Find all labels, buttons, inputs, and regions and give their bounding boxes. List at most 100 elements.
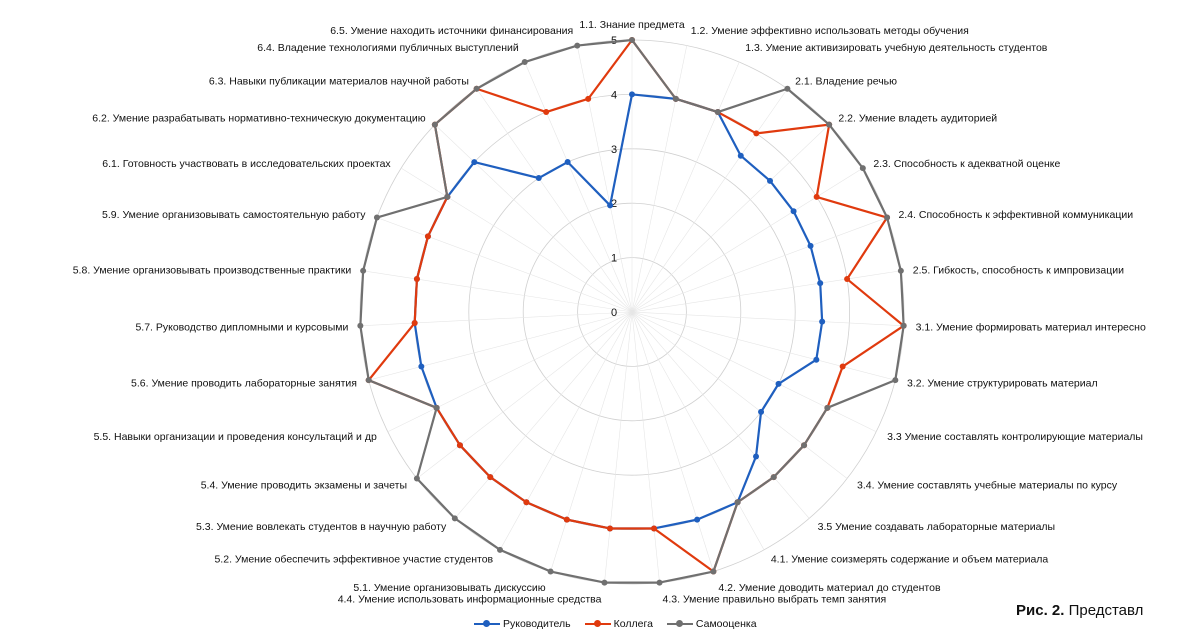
data-point [900, 322, 907, 329]
tick-label: 1 [611, 253, 617, 265]
series-line [367, 38, 905, 573]
data-point [574, 42, 581, 49]
legend-label: Самооценка [695, 618, 757, 630]
data-point [859, 165, 866, 172]
data-point [360, 267, 367, 274]
category-label: 5.8. Умение организовывать производствен… [73, 264, 352, 276]
grid-spoke [631, 311, 904, 327]
data-point [433, 404, 440, 411]
data-point [710, 568, 717, 575]
category-label: 6.3. Навыки публикации материалов научно… [209, 76, 469, 88]
data-point [473, 85, 480, 92]
data-point [775, 380, 782, 387]
data-point [884, 214, 891, 221]
data-point [424, 233, 431, 240]
grid-spoke [631, 311, 877, 433]
data-point [418, 363, 425, 370]
grid-spoke [631, 311, 848, 479]
category-label: 3.3 Умение составлять контролирующие мат… [887, 431, 1143, 443]
legend-item: Самооценка [666, 618, 757, 630]
tick-label: 2 [611, 198, 617, 210]
data-point [790, 208, 797, 215]
data-point [413, 276, 420, 283]
grid-spoke [576, 45, 633, 313]
category-label: 4.3. Умение правильно выбрать темп занят… [663, 594, 887, 606]
caption-prefix: Рис. 2. [1016, 602, 1065, 619]
category-label: 6.1. Готовность участвовать в исследоват… [102, 158, 391, 170]
category-label: 2.4. Способность к эффективной коммуника… [898, 209, 1133, 221]
grid-spoke [401, 167, 633, 313]
data-point [471, 159, 478, 166]
data-point [563, 516, 570, 523]
data-point [651, 525, 658, 532]
data-point [767, 177, 774, 184]
grid-spoke [434, 124, 633, 313]
grid-spoke [376, 217, 633, 313]
data-point [413, 475, 420, 482]
data-point [672, 95, 679, 102]
category-label: 2.5. Гибкость, способность к импровизаци… [913, 264, 1124, 276]
grid-spoke [363, 270, 633, 313]
grid-spoke [476, 88, 633, 313]
figure-caption: Рис. 2. Представл [1016, 602, 1143, 619]
category-label: 5.1. Умение организовывать дискуссию [353, 582, 545, 594]
category-label: 2.3. Способность к адекватной оценке [873, 158, 1060, 170]
category-label: 1.3. Умение активизировать учебную деяте… [745, 42, 1048, 54]
data-point [897, 267, 904, 274]
legend: Руководитель Коллега Самооценка [474, 618, 757, 630]
grid-spoke [631, 311, 660, 583]
data-point [607, 202, 614, 209]
legend-label: Коллега [613, 618, 653, 630]
data-point [547, 568, 554, 575]
grid-spoke [631, 270, 901, 313]
tick-label: 0 [611, 307, 617, 319]
grid-spoke [454, 311, 633, 519]
category-label: 5.5. Навыки организации и проведения кон… [94, 431, 377, 443]
grid-spoke [631, 311, 714, 572]
data-point [839, 363, 846, 370]
category-label: 2.2. Умение владеть аудиторией [838, 113, 997, 125]
category-label: 6.4. Владение технологиями публичных выс… [257, 42, 519, 54]
legend-item: Руководитель [474, 618, 571, 630]
data-point [523, 499, 530, 506]
series-line [359, 38, 905, 584]
data-point [564, 159, 571, 166]
data-point [629, 37, 635, 43]
data-point [357, 322, 364, 329]
data-point [734, 499, 741, 506]
category-label: 4.2. Умение доводить материал до студент… [718, 582, 941, 594]
data-point [826, 121, 833, 128]
grid-spoke [631, 88, 788, 313]
grid-spoke [499, 311, 633, 550]
data-point [656, 579, 663, 586]
category-label: 3.2. Умение структурировать материал [907, 378, 1098, 390]
grid-spoke [631, 311, 896, 381]
grid-spoke [631, 311, 810, 519]
data-point [487, 474, 494, 481]
data-point [813, 356, 820, 363]
legend-swatch [584, 619, 611, 629]
category-label: 4.4. Умение использовать информационные … [338, 594, 602, 606]
data-point [801, 442, 808, 449]
category-label: 5.2. Умение обеспечить эффективное участ… [214, 554, 493, 566]
grid-spoke [631, 61, 740, 313]
category-label: 4.1. Умение соизмерять содержание и объе… [771, 554, 1049, 566]
data-point [365, 377, 372, 384]
grid-spoke [631, 311, 765, 550]
category-label: 1.1. Знание предмета [579, 19, 684, 31]
data-point [606, 525, 613, 532]
data-point [784, 85, 791, 92]
grid-spoke [631, 45, 688, 313]
tick-label: 3 [611, 144, 617, 156]
data-point [496, 546, 503, 553]
legend-swatch [666, 619, 693, 629]
data-point [753, 130, 760, 137]
data-point [813, 193, 820, 200]
category-label: 3.4. Умение составлять учебные материалы… [857, 480, 1118, 492]
series-group [357, 37, 907, 586]
data-point [892, 377, 899, 384]
category-label: 5.7. Руководство дипломными и курсовыми [135, 321, 348, 333]
category-label: 5.3. Умение вовлекать студентов в научну… [196, 521, 447, 533]
data-point [601, 579, 608, 586]
grid-spoke [524, 61, 633, 313]
